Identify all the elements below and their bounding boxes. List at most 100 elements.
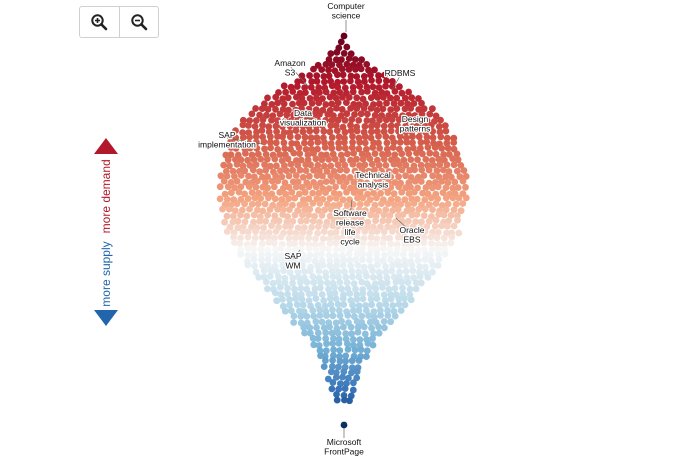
skill-dot[interactable]: [327, 172, 335, 180]
skill-dot[interactable]: [354, 239, 361, 247]
skill-dot[interactable]: [249, 166, 257, 174]
skill-dot[interactable]: [252, 133, 260, 140]
skill-dot[interactable]: [381, 252, 388, 259]
skill-dot[interactable]: [449, 184, 457, 192]
skill-dot[interactable]: [318, 66, 326, 73]
skill-dot[interactable]: [294, 133, 302, 141]
skill-dot[interactable]: [301, 84, 309, 91]
skill-dot[interactable]: [360, 263, 368, 271]
skill-dot[interactable]: [340, 50, 348, 57]
skill-dot[interactable]: [405, 88, 412, 96]
skill-dot[interactable]: [305, 183, 313, 191]
skill-dot[interactable]: [343, 279, 351, 286]
skill-dot[interactable]: [383, 77, 390, 85]
skill-dot[interactable]: [367, 183, 375, 191]
skill-dot[interactable]: [389, 302, 397, 309]
skill-dot[interactable]: [435, 256, 443, 263]
skill-dot[interactable]: [295, 99, 303, 107]
skill-dot[interactable]: [257, 245, 265, 253]
skill-dot[interactable]: [301, 329, 308, 337]
skill-dot[interactable]: [387, 127, 395, 135]
skill-dot[interactable]: [399, 284, 406, 292]
skill-dot[interactable]: [264, 184, 271, 192]
skill-dot[interactable]: [229, 218, 237, 226]
skill-dot[interactable]: [367, 296, 375, 303]
skill-dot[interactable]: [372, 285, 379, 293]
skill-dot[interactable]: [252, 161, 260, 169]
skill-dot[interactable]: [288, 188, 296, 196]
skill-dot[interactable]: [321, 162, 328, 170]
skill-dot[interactable]: [237, 250, 245, 258]
skill-dot[interactable]: [281, 179, 289, 187]
skill-dot[interactable]: [417, 279, 425, 287]
skill-dot[interactable]: [380, 173, 388, 181]
skill-dot[interactable]: [380, 318, 388, 325]
skill-dot[interactable]: [373, 250, 381, 258]
skill-dot[interactable]: [427, 233, 435, 241]
skill-dot[interactable]: [326, 212, 334, 220]
skill-dot[interactable]: [348, 116, 356, 123]
skill-dot[interactable]: [305, 297, 313, 304]
skill-dot[interactable]: [369, 223, 377, 231]
skill-dot[interactable]: [438, 178, 446, 185]
skill-dot[interactable]: [299, 128, 307, 136]
skill-dot[interactable]: [282, 223, 289, 230]
skill-dot[interactable]: [273, 162, 280, 170]
skill-dot[interactable]: [272, 228, 280, 235]
skill-dot[interactable]: [260, 224, 267, 232]
skill-dot[interactable]: [369, 341, 377, 349]
skill-dot[interactable]: [341, 84, 349, 92]
skill-dot[interactable]: [329, 222, 337, 230]
skill-dot[interactable]: [297, 285, 305, 292]
skill-dot[interactable]: [335, 340, 343, 347]
skill-dot[interactable]: [373, 245, 381, 253]
skill-dot[interactable]: [429, 105, 436, 113]
skill-dot[interactable]: [363, 307, 370, 314]
skill-dot[interactable]: [423, 138, 431, 146]
skill-dot[interactable]: [357, 346, 365, 354]
skill-dot[interactable]: [324, 375, 332, 383]
skill-dot[interactable]: [217, 172, 225, 180]
skill-dot[interactable]: [335, 144, 343, 152]
skill-dot[interactable]: [412, 279, 420, 287]
skill-dot[interactable]: [423, 133, 431, 141]
skill-dot[interactable]: [444, 200, 452, 208]
skill-dot[interactable]: [311, 290, 318, 297]
skill-dot[interactable]: [348, 144, 356, 152]
skill-dot[interactable]: [395, 161, 403, 169]
skill-dot[interactable]: [412, 218, 420, 226]
skill-dot[interactable]: [452, 200, 460, 208]
skill-dot[interactable]: [383, 279, 391, 287]
skill-dot[interactable]: [444, 144, 452, 152]
skill-dot[interactable]: [440, 151, 447, 158]
skill-dot[interactable]: [387, 295, 395, 303]
skill-dot[interactable]: [421, 256, 429, 263]
skill-dot[interactable]: [325, 66, 332, 74]
skill-dot[interactable]: [340, 256, 348, 264]
skill-dot[interactable]: [291, 194, 299, 202]
skill-dot[interactable]: [327, 162, 335, 170]
skill-dot[interactable]: [274, 146, 282, 153]
skill-dot[interactable]: [431, 144, 439, 151]
skill-dot[interactable]: [306, 72, 313, 79]
skill-dot[interactable]: [338, 318, 345, 325]
skill-dot[interactable]: [270, 183, 278, 191]
skill-dot[interactable]: [313, 172, 321, 180]
skill-dot[interactable]: [394, 196, 402, 203]
skill-dot[interactable]: [264, 106, 272, 113]
skill-dot[interactable]: [373, 121, 381, 129]
skill-dot[interactable]: [340, 421, 348, 429]
skill-dot[interactable]: [424, 273, 432, 281]
skill-dot[interactable]: [401, 94, 409, 102]
skill-dot[interactable]: [414, 233, 422, 241]
skill-dot[interactable]: [323, 167, 331, 175]
skill-dot[interactable]: [299, 173, 307, 181]
skill-dot[interactable]: [405, 150, 413, 158]
skill-dot[interactable]: [387, 240, 395, 248]
skill-dot[interactable]: [350, 307, 357, 314]
skill-dot[interactable]: [326, 93, 334, 101]
skill-dot[interactable]: [320, 297, 328, 304]
skill-dot[interactable]: [443, 161, 451, 169]
skill-dot[interactable]: [316, 306, 324, 314]
skill-dot[interactable]: [271, 155, 279, 163]
